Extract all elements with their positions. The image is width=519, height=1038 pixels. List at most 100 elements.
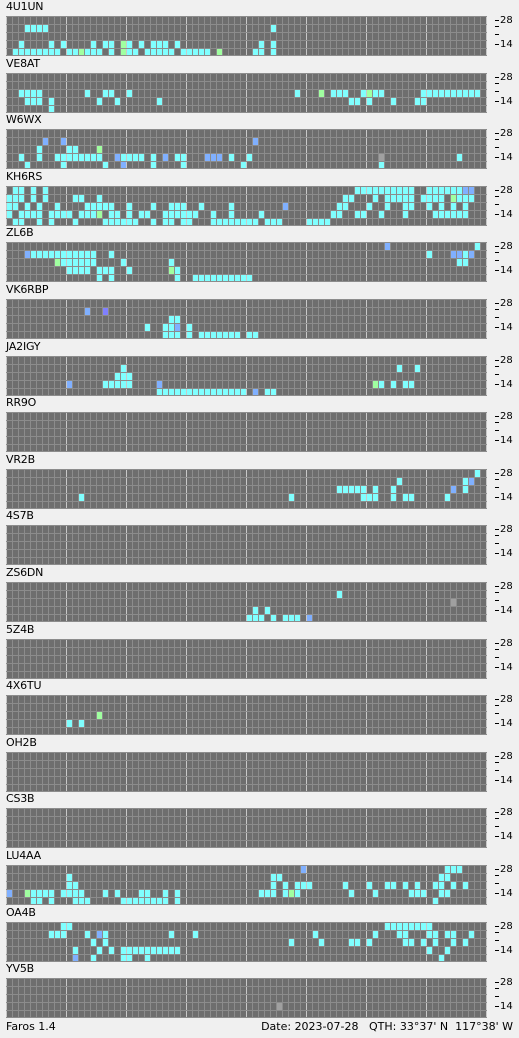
date-label: Date: (261, 1020, 292, 1033)
propagation-spot (367, 203, 372, 210)
band-label-14: 14 (500, 831, 513, 842)
beacon-grid[interactable] (6, 356, 489, 396)
propagation-spot (277, 219, 282, 226)
propagation-spot (91, 49, 96, 56)
propagation-spot (427, 187, 432, 194)
propagation-spot (73, 259, 78, 266)
band-minor-tick (495, 770, 499, 771)
beacon-grid[interactable] (6, 299, 489, 339)
propagation-grid (6, 16, 487, 56)
propagation-spot (361, 494, 366, 501)
propagation-spot (385, 243, 390, 250)
propagation-spot (73, 267, 78, 274)
propagation-spot (451, 211, 456, 218)
beacon-grid[interactable] (6, 978, 489, 1018)
beacon-panel: ZS6DN 28 14 (0, 566, 519, 622)
propagation-spot (319, 939, 324, 946)
propagation-grid (6, 242, 487, 282)
propagation-spot (193, 275, 198, 282)
propagation-spot (247, 615, 252, 622)
propagation-spot (445, 187, 450, 194)
propagation-spot (445, 866, 450, 873)
propagation-spot (97, 267, 102, 274)
propagation-spot (409, 381, 414, 388)
propagation-spot (7, 211, 12, 218)
beacon-grid[interactable] (6, 16, 489, 56)
band-minor-tick (495, 479, 499, 480)
beacon-grid[interactable] (6, 412, 489, 452)
propagation-spot (121, 259, 126, 266)
propagation-spot (127, 898, 132, 905)
propagation-spot (451, 866, 456, 873)
propagation-spot (73, 898, 78, 905)
beacon-grid[interactable] (6, 186, 489, 226)
propagation-spot (73, 49, 78, 56)
beacon-grid[interactable] (6, 242, 489, 282)
beacon-grid[interactable] (6, 73, 489, 113)
propagation-spot (91, 203, 96, 210)
propagation-spot (235, 389, 240, 396)
propagation-spot (121, 365, 126, 372)
band-scale-bottom: 14 (495, 40, 513, 50)
propagation-spot (19, 49, 24, 56)
propagation-spot (397, 923, 402, 930)
propagation-spot (157, 947, 162, 954)
beacon-panel: 4U1UN 28 14 (0, 0, 519, 56)
beacon-grid[interactable] (6, 752, 489, 792)
propagation-spot (91, 154, 96, 161)
beacon-callsign: RR9O (6, 396, 37, 409)
propagation-spot (139, 211, 144, 218)
propagation-spot (427, 251, 432, 258)
propagation-spot (67, 720, 72, 727)
propagation-spot (187, 332, 192, 339)
propagation-spot (229, 211, 234, 218)
beacon-grid[interactable] (6, 582, 489, 622)
propagation-spot (403, 195, 408, 202)
propagation-spot (49, 219, 54, 226)
propagation-spot (271, 615, 276, 622)
propagation-spot (463, 251, 468, 258)
propagation-spot (103, 219, 108, 226)
propagation-spot (67, 259, 72, 266)
propagation-spot (199, 49, 204, 56)
date-value: 2023-07-28 (294, 1020, 359, 1033)
propagation-spot (127, 267, 132, 274)
beacon-grid[interactable] (6, 922, 489, 962)
propagation-spot (277, 1003, 282, 1010)
propagation-spot (43, 195, 48, 202)
beacon-grid[interactable] (6, 525, 489, 565)
propagation-spot (259, 615, 264, 622)
propagation-spot (175, 211, 180, 218)
propagation-grid (6, 525, 487, 565)
band-scale-top: 28 (495, 525, 513, 535)
propagation-spot (451, 931, 456, 938)
propagation-spot (295, 882, 300, 889)
beacon-grid[interactable] (6, 695, 489, 735)
beacon-grid[interactable] (6, 129, 489, 169)
propagation-spot (217, 219, 222, 226)
beacon-callsign: 4S7B (6, 509, 34, 522)
beacon-grid[interactable] (6, 808, 489, 848)
propagation-spot (415, 923, 420, 930)
propagation-spot (373, 494, 378, 501)
propagation-spot (235, 219, 240, 226)
propagation-spot (349, 98, 354, 105)
propagation-spot (109, 211, 114, 218)
propagation-spot (289, 890, 294, 897)
propagation-spot (115, 890, 120, 897)
beacon-grid[interactable] (6, 639, 489, 679)
propagation-spot (127, 219, 132, 226)
propagation-spot (151, 947, 156, 954)
propagation-spot (457, 187, 462, 194)
beacon-grid[interactable] (6, 865, 489, 905)
propagation-spot (169, 316, 174, 323)
propagation-spot (145, 955, 150, 962)
propagation-spot (409, 939, 414, 946)
beacon-grid[interactable] (6, 469, 489, 509)
band-scale-top: 28 (495, 922, 513, 932)
propagation-spot (385, 203, 390, 210)
band-label-28: 28 (500, 468, 513, 479)
propagation-spot (49, 49, 54, 56)
qth-longitude: 117°38' W (455, 1020, 513, 1033)
propagation-grid (6, 129, 487, 169)
